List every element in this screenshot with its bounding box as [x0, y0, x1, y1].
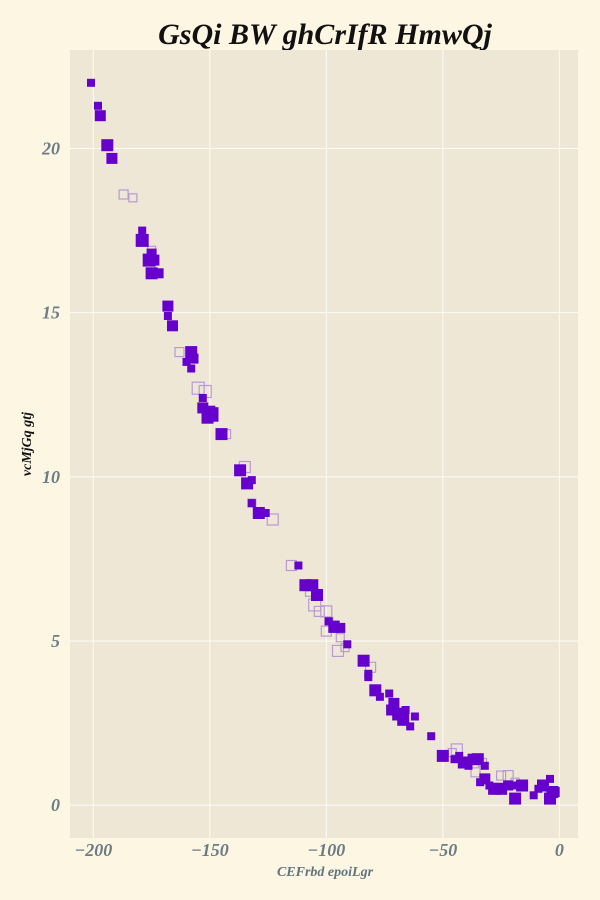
data-point-filled	[436, 749, 449, 762]
data-point-filled	[388, 697, 400, 709]
data-point-hollow	[331, 644, 345, 658]
y-tick-label: 20	[41, 139, 60, 159]
data-point-filled	[106, 152, 118, 164]
data-point-filled	[87, 78, 95, 87]
data-point-filled	[324, 617, 333, 626]
data-point-filled	[364, 673, 373, 682]
data-point-filled	[215, 428, 228, 441]
data-point-filled	[410, 712, 419, 721]
data-point-filled	[101, 139, 114, 152]
data-point-filled	[311, 589, 323, 601]
grid-lines	[70, 50, 578, 838]
data-point-filled	[188, 353, 199, 364]
data-point-filled	[385, 689, 394, 698]
data-point-filled	[163, 312, 172, 320]
x-tick-labels: −200 −150 −100 −50 0	[74, 840, 564, 860]
plot-area	[70, 50, 578, 838]
data-point-filled	[480, 761, 489, 770]
x-tick-label: −50	[428, 840, 457, 860]
data-point-filled	[204, 405, 216, 417]
data-point-hollow	[313, 605, 325, 618]
x-tick-label: −150	[191, 840, 229, 860]
data-point-filled	[167, 320, 178, 332]
data-point-filled	[197, 402, 209, 414]
data-point-filled	[427, 732, 436, 741]
data-point-hollow	[174, 347, 185, 358]
data-point-hollow	[335, 633, 345, 643]
data-point-filled	[546, 774, 554, 783]
data-point-filled	[162, 300, 174, 312]
data-point-hollow	[470, 767, 481, 778]
data-point-filled	[187, 364, 196, 373]
chart-title: GsQi BW ghCrIfR HmwQj	[158, 18, 492, 51]
data-point-filled	[516, 779, 529, 792]
data-point-hollow	[191, 381, 205, 395]
data-point-filled	[464, 761, 473, 770]
data-point-filled	[135, 233, 149, 247]
data-point-filled	[503, 780, 514, 791]
data-point-filled	[455, 751, 464, 760]
data-point-filled	[94, 110, 106, 122]
x-tick-label: −200	[74, 840, 112, 860]
y-tick-label: 15	[42, 303, 60, 323]
data-point-filled	[138, 226, 147, 235]
x-axis-label: CEFrbd epoiLgr	[277, 865, 374, 880]
data-point-hollow	[128, 193, 138, 203]
data-point-filled	[529, 791, 538, 800]
data-point-filled	[210, 407, 219, 416]
data-point-filled	[401, 706, 410, 714]
y-axis-label: vcMjGq gtj	[20, 412, 35, 476]
data-point-hollow	[118, 189, 129, 200]
data-point-filled	[252, 507, 265, 519]
data-point-filled	[549, 787, 560, 797]
data-point-filled	[247, 499, 256, 508]
y-tick-label: 0	[51, 795, 60, 815]
x-tick-label: −100	[307, 840, 345, 860]
y-tick-label: 5	[51, 631, 60, 651]
data-point-filled	[306, 579, 319, 592]
data-point-filled	[406, 722, 415, 731]
data-point-filled	[509, 792, 522, 805]
series-filled-squares	[87, 78, 560, 805]
data-point-filled	[392, 712, 401, 721]
data-point-filled	[375, 692, 384, 701]
data-point-filled	[198, 394, 207, 402]
data-point-filled	[331, 620, 340, 629]
y-tick-labels: 0 5 10 15 20	[41, 139, 60, 816]
data-point-filled	[234, 464, 247, 477]
data-point-hollow	[496, 770, 507, 781]
data-point-filled	[343, 640, 352, 649]
data-point-filled	[94, 101, 102, 110]
y-tick-label: 10	[42, 467, 60, 487]
data-point-filled	[261, 509, 270, 517]
data-point-filled	[335, 622, 346, 633]
data-point-filled	[479, 773, 491, 785]
data-point-filled	[357, 654, 370, 667]
data-point-filled	[210, 413, 219, 422]
data-point-filled	[182, 357, 191, 366]
data-point-filled	[148, 254, 160, 266]
data-point-filled	[508, 781, 517, 790]
data-point-filled	[450, 755, 459, 764]
x-tick-label: 0	[555, 840, 564, 860]
data-point-filled	[247, 476, 256, 485]
data-point-filled	[153, 268, 164, 279]
data-point-filled	[386, 704, 398, 716]
data-point-filled	[294, 561, 303, 570]
data-point-hollow	[266, 513, 279, 526]
